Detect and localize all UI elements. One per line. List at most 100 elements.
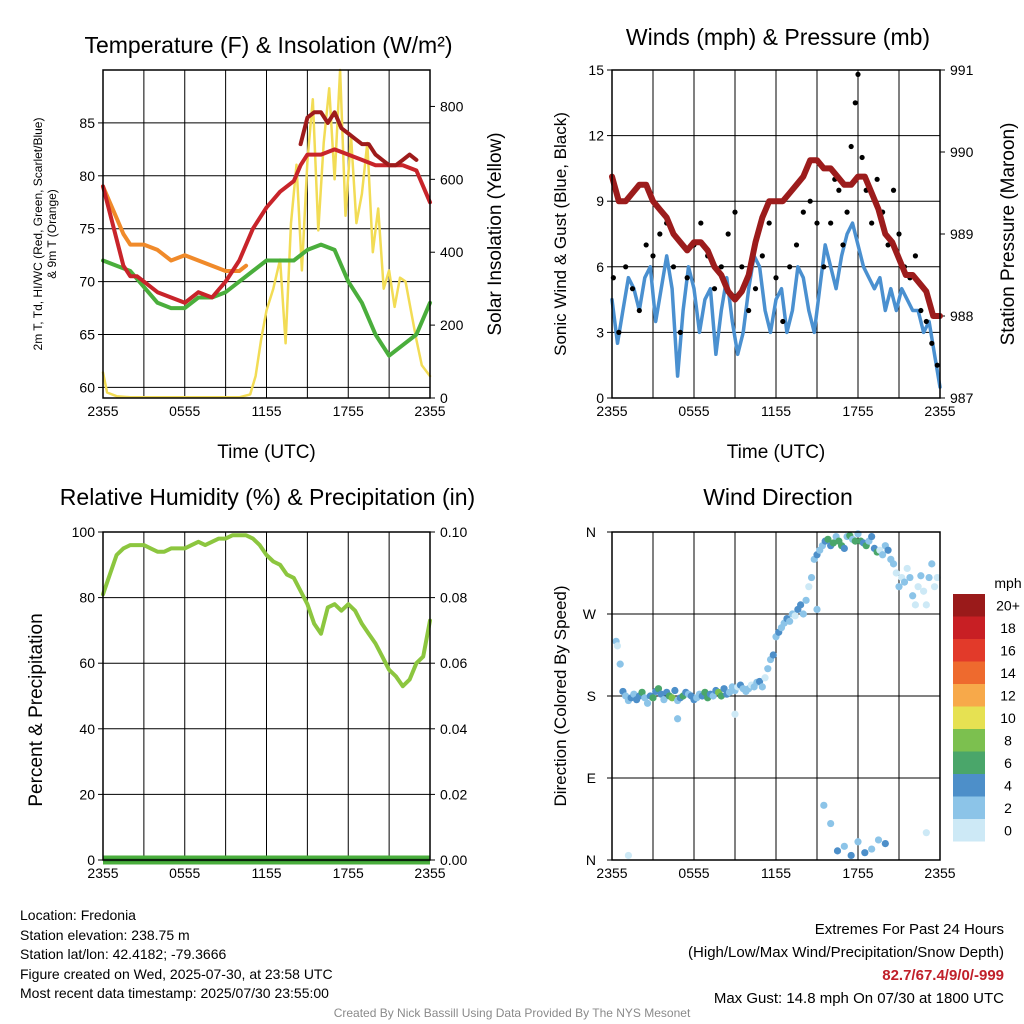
- temp-y2-tick-label: 200: [440, 317, 464, 333]
- dir-point: [613, 642, 622, 650]
- dir-x-tick-label: 2355: [924, 865, 955, 881]
- wind-ylabel-left: Sonic Wind & Gust (Blue, Black): [551, 112, 570, 356]
- location-text: Location: Fredonia: [20, 907, 136, 923]
- wind-y-tick-label: 6: [596, 259, 604, 275]
- dir-point: [933, 573, 941, 582]
- temp-ylabel-right: Solar Insolation (Yellow): [485, 132, 506, 335]
- temp-y2-tick-label: 600: [440, 171, 464, 187]
- dir-point: [643, 699, 652, 707]
- dir-point: [805, 583, 813, 591]
- rh-x-tick-label: 2355: [414, 865, 445, 881]
- dir-point: [840, 544, 848, 553]
- wind-gust-point: [759, 253, 765, 259]
- dir-point: [917, 572, 925, 580]
- dir-point: [630, 690, 638, 698]
- wind-gust-point: [793, 242, 800, 248]
- temp-x-tick-label: 1155: [251, 403, 281, 419]
- wind-gust-point: [912, 253, 919, 259]
- credit-text: Created By Nick Bassill Using Data Provi…: [333, 1006, 691, 1020]
- colorbar-label: 14: [1000, 665, 1016, 681]
- dir-point: [922, 829, 930, 837]
- temp-ylabel-left: 2m T, Td, HI/WC (Red, Green, Scarlet/Blu…: [31, 118, 45, 351]
- wind-gust-point: [623, 264, 629, 270]
- rh-y-tick-label: 40: [79, 721, 95, 737]
- wind-y-tick-label: 3: [596, 324, 604, 340]
- temp-panel: 2355 0555 1155 1755 2355 60 65 70 75 80 85 0 200 400 6…: [31, 32, 506, 463]
- dir-point: [813, 605, 821, 614]
- wind-gust-point: [852, 100, 858, 106]
- colorbar-swatch: [953, 661, 985, 684]
- temp-series-2m-t: [101, 147, 432, 305]
- dir-point: [807, 573, 816, 582]
- wind-gust-point: [698, 220, 704, 226]
- rh-y2-tick-label: 0.10: [440, 524, 467, 540]
- dir-point: [791, 612, 799, 620]
- wind-gust-point: [677, 329, 683, 335]
- wind-gust-point: [807, 198, 813, 204]
- colorbar-swatch: [953, 684, 985, 707]
- dir-point: [671, 686, 679, 695]
- colorbar-swatch: [953, 616, 985, 639]
- wind-panel: 2355 0555 1155 1755 235503691215987988989990…: [551, 24, 1019, 463]
- wind-gust-point: [657, 231, 663, 237]
- dir-point: [725, 688, 734, 696]
- rh-y-tick-label: 0: [87, 852, 95, 868]
- colorbar-label: 18: [1000, 620, 1016, 636]
- wind-gust-point: [929, 340, 935, 346]
- wind-gust-point: [732, 209, 738, 215]
- dir-point: [827, 819, 835, 828]
- rh-y2-tick-label: 0.08: [440, 590, 467, 606]
- wind-gust-point: [629, 286, 636, 292]
- wind-gust-point: [890, 187, 897, 193]
- wind-y-tick-label: 12: [588, 128, 604, 144]
- dir-point: [833, 847, 842, 855]
- dir-point: [720, 685, 728, 693]
- wind-gust-point: [848, 143, 854, 150]
- colorbar-label: 12: [1000, 687, 1016, 703]
- rh-title: Relative Humidity (%) & Precipitation (i…: [60, 484, 475, 510]
- wind-series-sonic-wind: [610, 221, 942, 389]
- dir-point: [874, 836, 883, 844]
- dir-point: [641, 694, 649, 702]
- wind-y2-tick-label: 991: [950, 62, 974, 78]
- dir-point: [824, 535, 832, 543]
- wind-x-tick-label: 1755: [842, 403, 873, 419]
- dir-point: [764, 665, 772, 673]
- colorbar-swatch: [953, 796, 985, 819]
- rh-y2-tick-label: 0.06: [440, 655, 467, 671]
- rh-y2-tick-label: 0.00: [440, 852, 467, 868]
- temp-y-tick-label: 80: [79, 168, 95, 184]
- max-gust-text: Max Gust: 14.8 mph On 07/30 at 1800 UTC: [713, 990, 1004, 1007]
- dir-point: [820, 801, 828, 809]
- colorbar-swatch: [953, 774, 985, 797]
- temp-title: Temperature (F) & Insolation (W/m²): [84, 32, 452, 58]
- temp-series-9m-t: [101, 184, 249, 273]
- wind-gust-point: [844, 209, 850, 215]
- temp-y-tick-label: 75: [79, 221, 95, 237]
- extremes-subtitle: (High/Low/Max Wind/Precipitation/Snow De…: [688, 944, 1004, 961]
- rh-y2-tick-label: 0.04: [440, 721, 467, 737]
- colorbar-swatch: [953, 639, 985, 662]
- wind-gust-point: [725, 231, 731, 237]
- dir-y-tick-label: W: [583, 606, 597, 622]
- wind-gust-point: [636, 307, 642, 314]
- extremes-title: Extremes For Past 24 Hours: [814, 921, 1004, 938]
- colorbar-label: 6: [1004, 755, 1012, 771]
- dir-point: [717, 692, 725, 700]
- rh-x-tick-label: 0555: [169, 865, 200, 881]
- wind-y-tick-label: 9: [596, 193, 604, 209]
- dir-point: [928, 560, 936, 568]
- wind-gust-point: [828, 220, 834, 226]
- dir-axes-box: [611, 531, 941, 861]
- colorbar-label: 20+: [996, 597, 1020, 613]
- wind-gust-point: [643, 242, 649, 248]
- dir-point: [895, 583, 903, 591]
- wind-series-station-pressure: [609, 157, 943, 319]
- rh-y2-tick-label: 0.02: [440, 786, 467, 802]
- wind-gust-point: [780, 318, 786, 325]
- rh-y-tick-label: 20: [79, 786, 95, 802]
- rh-y-tick-label: 100: [72, 524, 96, 540]
- dir-point: [903, 564, 911, 573]
- dir-x-tick-label: 0555: [678, 865, 709, 881]
- colorbar-swatch: [953, 729, 985, 752]
